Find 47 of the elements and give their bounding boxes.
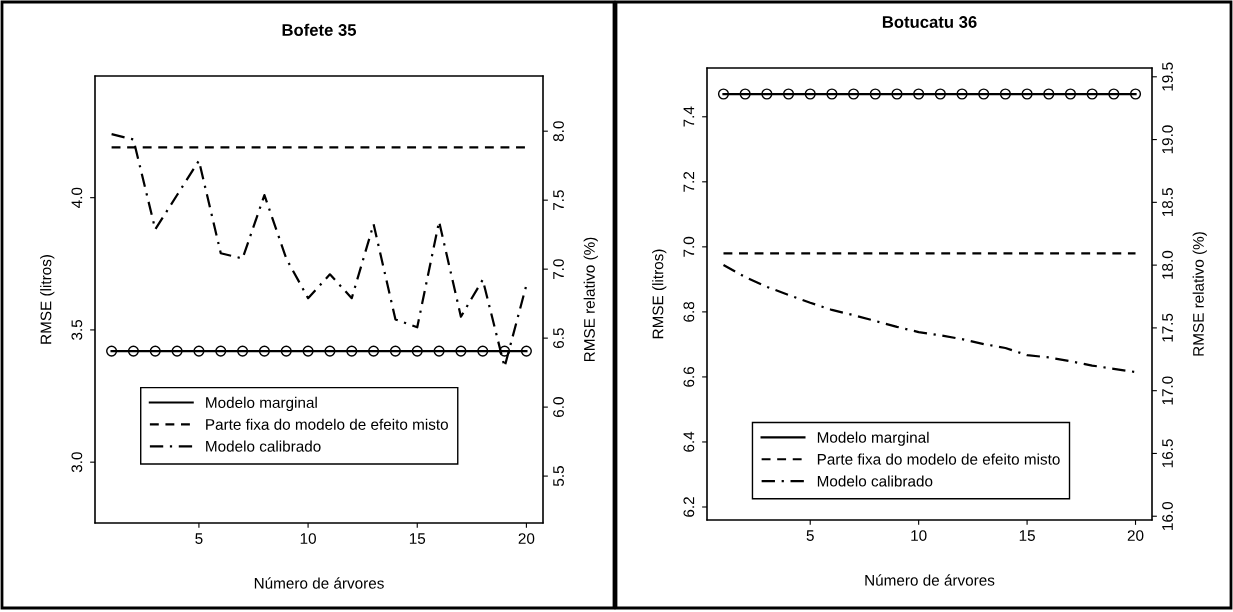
y-tick-label: 7.4 [683, 106, 695, 127]
x-axis-title: Número de árvores [865, 574, 995, 586]
y2-tick-label: 19.5 [1162, 62, 1173, 91]
y2-tick-label: 7.5 [553, 190, 564, 210]
y-tick-label: 6.4 [683, 431, 695, 452]
x-tick-label: 5 [806, 530, 814, 541]
y-tick-label: 3.5 [71, 319, 83, 340]
y2-tick-label: 17.5 [1162, 313, 1173, 342]
x-tick-label: 20 [518, 533, 535, 544]
x-tick-label: 15 [1019, 530, 1035, 541]
y-tick-label: 7.2 [683, 171, 695, 192]
y2-tick-label: 8.0 [553, 121, 564, 142]
legend-label: Parte fixa do modelo de efeito misto [817, 453, 1060, 465]
y-axis-title: RMSE (litros) [652, 249, 667, 339]
y2-tick-label: 16.5 [1162, 439, 1173, 468]
chart-title: Bofete 35 [282, 23, 357, 36]
x-tick-label: 15 [409, 533, 426, 544]
y2-axis-title: RMSE relativo (%) [583, 237, 598, 362]
legend-label: Modelo marginal [817, 431, 929, 446]
legend-label: Modelo calibrado [206, 440, 321, 452]
y-tick-label: 6.8 [683, 301, 695, 322]
line-series [722, 263, 1137, 374]
y2-tick-label: 18.0 [1162, 250, 1173, 279]
x-tick-label: 5 [195, 533, 203, 544]
y-tick-label: 6.6 [683, 366, 695, 387]
x-axis-title: Número de árvores [254, 577, 384, 589]
y2-tick-label: 6.5 [553, 328, 564, 348]
y-axis-title: RMSE (litros) [40, 255, 55, 344]
y2-tick-label: 16.0 [1162, 501, 1173, 530]
y-tick-label: 7.0 [683, 236, 695, 257]
y2-tick-label: 18.5 [1162, 188, 1173, 217]
y-tick-label: 4.0 [71, 187, 83, 208]
legend-label: Parte fixa do modelo de efeito misto [206, 418, 448, 430]
y2-tick-label: 6.0 [553, 397, 564, 417]
y-tick-label: 3.0 [71, 452, 83, 473]
legend-label: Modelo calibrado [817, 475, 933, 487]
y2-tick-label: 7.0 [553, 259, 564, 279]
x-tick-label: 10 [911, 530, 927, 541]
chart-title: Botucatu 36 [882, 16, 977, 28]
y2-tick-label: 19.0 [1162, 125, 1173, 154]
y-tick-label: 6.2 [683, 497, 695, 517]
legend-label: Modelo marginal [206, 396, 317, 412]
x-tick-label: 20 [1127, 530, 1144, 541]
x-tick-label: 10 [300, 533, 316, 544]
y2-axis-title: RMSE relativo (%) [1192, 232, 1207, 356]
y2-tick-label: 17.0 [1162, 376, 1173, 405]
y2-tick-label: 5.5 [553, 466, 564, 487]
